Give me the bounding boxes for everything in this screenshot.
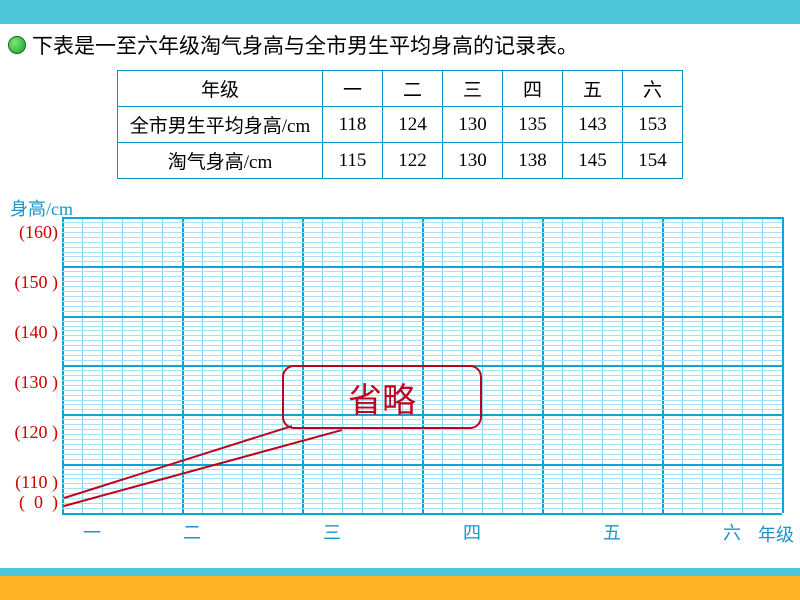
grade-cell: 五 <box>563 71 623 107</box>
data-cell: 115 <box>323 143 383 179</box>
data-cell: 135 <box>503 107 563 143</box>
y-tick: (120 ) <box>2 423 58 441</box>
callout-box: 省略 <box>282 365 482 429</box>
data-cell: 124 <box>383 107 443 143</box>
x-tick: 六 <box>682 519 782 545</box>
x-axis-ticks: 一 二 三 四 五 六 <box>62 519 782 545</box>
grade-cell: 三 <box>443 71 503 107</box>
data-cell: 130 <box>443 143 503 179</box>
green-bullet-icon <box>8 36 26 54</box>
y-axis-ticks: (160) (150 ) (140 ) (130 ) (120 ) (110 )… <box>2 223 58 511</box>
x-tick: 四 <box>402 519 542 545</box>
table-header-row: 年级 一 二 三 四 五 六 <box>118 71 683 107</box>
y-tick: (160) <box>2 223 58 241</box>
chart-area: 身高/cm 年级 (160) (150 ) (140 ) (130 ) (120… <box>0 193 800 553</box>
page-title: 下表是一至六年级淘气身高与全市男生平均身高的记录表。 <box>32 30 578 60</box>
table-row: 全市男生平均身高/cm 118 124 130 135 143 153 <box>118 107 683 143</box>
height-table: 年级 一 二 三 四 五 六 全市男生平均身高/cm 118 124 130 1… <box>117 70 683 179</box>
content-area: 下表是一至六年级淘气身高与全市男生平均身高的记录表。 年级 一 二 三 四 五 … <box>0 24 800 179</box>
y-tick: (110 ) <box>2 473 58 491</box>
y-tick: ( 0 ) <box>2 493 58 511</box>
data-cell: 118 <box>323 107 383 143</box>
title-row: 下表是一至六年级淘气身高与全市男生平均身高的记录表。 <box>8 30 792 60</box>
data-cell: 143 <box>563 107 623 143</box>
x-tick: 五 <box>542 519 682 545</box>
data-cell: 145 <box>563 143 623 179</box>
table-row: 淘气身高/cm 115 122 130 138 145 154 <box>118 143 683 179</box>
grade-cell: 二 <box>383 71 443 107</box>
bottom-cyan-border <box>0 568 800 576</box>
callout-text: 省略 <box>348 373 416 422</box>
y-tick: (140 ) <box>2 323 58 341</box>
grade-cell: 四 <box>503 71 563 107</box>
data-cell: 153 <box>623 107 683 143</box>
x-tick: 二 <box>122 519 262 545</box>
header-label: 年级 <box>118 71 323 107</box>
data-cell: 130 <box>443 107 503 143</box>
row-label: 淘气身高/cm <box>118 143 323 179</box>
grade-cell: 一 <box>323 71 383 107</box>
data-cell: 138 <box>503 143 563 179</box>
row-label: 全市男生平均身高/cm <box>118 107 323 143</box>
y-tick: (130 ) <box>2 373 58 391</box>
bottom-orange-border <box>0 576 800 600</box>
top-cyan-border <box>0 0 800 24</box>
grade-cell: 六 <box>623 71 683 107</box>
data-cell: 122 <box>383 143 443 179</box>
x-tick: 一 <box>62 519 122 545</box>
data-cell: 154 <box>623 143 683 179</box>
x-tick: 三 <box>262 519 402 545</box>
y-tick: (150 ) <box>2 273 58 291</box>
table-container: 年级 一 二 三 四 五 六 全市男生平均身高/cm 118 124 130 1… <box>8 70 792 179</box>
